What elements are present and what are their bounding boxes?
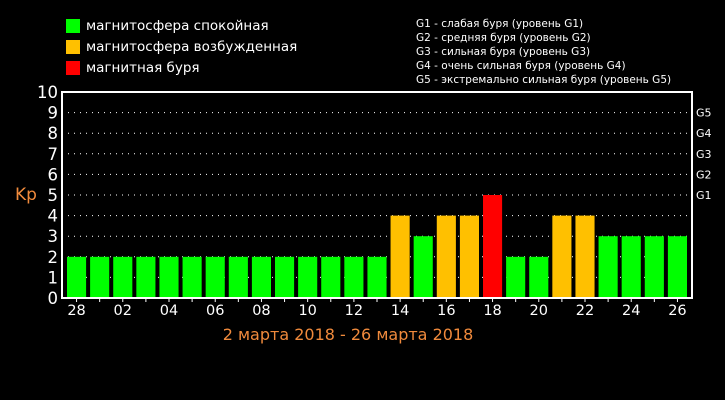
storm-level-g3: G3 - сильная буря (уровень G3) (416, 46, 591, 58)
x-tick-label: 08 (252, 303, 270, 319)
y-tick-label: 0 (48, 289, 59, 308)
storm-level-tick: G1 (696, 189, 712, 202)
storm-level-tick: G3 (696, 148, 712, 161)
bar (436, 215, 456, 298)
storm-level-legend: G1 - слабая буря (уровень G1) G2 - средн… (416, 17, 671, 87)
x-tick-label: 18 (483, 303, 501, 319)
x-tick-label: 02 (114, 303, 132, 319)
x-tick-label: 26 (668, 303, 686, 319)
bar (205, 256, 225, 298)
y-tick-label: 2 (48, 248, 59, 267)
y-axis-label: Kp (15, 185, 37, 205)
x-tick-label: 04 (160, 303, 178, 319)
bar (159, 256, 179, 298)
bar (621, 236, 641, 298)
bar (483, 195, 503, 298)
storm-level-g1: G1 - слабая буря (уровень G1) (416, 18, 584, 30)
x-tick-label: 20 (530, 303, 548, 319)
legend-label-storm: магнитная буря (86, 60, 200, 76)
axes (61, 91, 693, 302)
y-tick-label: 9 (48, 104, 59, 123)
bar (90, 256, 110, 298)
bar (598, 236, 618, 298)
legend-item-quiet: магнитосфера спокойная (66, 18, 269, 34)
y-tick-label: 7 (48, 145, 59, 164)
legend-swatch-active (66, 40, 80, 54)
x-tick-label: 12 (345, 303, 363, 319)
y-tick-label: 8 (48, 124, 59, 143)
storm-level-g2: G2 - средняя буря (уровень G2) (416, 32, 591, 44)
x-tick-label: 16 (437, 303, 455, 319)
x-tick-label: 06 (206, 303, 224, 319)
bar (367, 256, 387, 298)
bar (529, 256, 549, 298)
x-tick-label: 22 (576, 303, 594, 319)
storm-level-tick: G2 (696, 168, 712, 181)
bar (275, 256, 295, 298)
bar (136, 256, 156, 298)
bar (575, 215, 595, 298)
bar (344, 256, 364, 298)
bar (67, 256, 87, 298)
y-tick-label: 3 (48, 227, 59, 246)
bar (113, 256, 133, 298)
y-tick-label: 5 (48, 186, 59, 205)
x-tick-labels: 28 02 04 06 08 10 12 14 16 18 20 22 24 26 (67, 303, 686, 319)
grid-lines (62, 91, 692, 278)
bar (667, 236, 687, 298)
storm-level-tick: G4 (696, 127, 712, 140)
x-tick-label: 28 (67, 303, 85, 319)
y-tick-label: 10 (37, 83, 58, 102)
x-tick-label: 14 (391, 303, 409, 319)
bar (321, 256, 341, 298)
bar (644, 236, 664, 298)
storm-level-g5: G5 - экстремально сильная буря (уровень … (416, 74, 672, 86)
storm-level-tick: G5 (696, 107, 712, 120)
y-tick-label: 1 (48, 268, 59, 287)
bar (552, 215, 572, 298)
storm-level-g4: G4 - очень сильная буря (уровень G4) (416, 60, 626, 72)
bar (506, 256, 526, 298)
y-tick-label: 6 (48, 165, 59, 184)
bar (459, 215, 479, 298)
legend-item-active: магнитосфера возбужденная (66, 39, 297, 55)
x-axis-label: 2 марта 2018 - 26 марта 2018 (223, 325, 474, 344)
y-tick-label: 4 (48, 207, 59, 226)
bar (413, 236, 433, 298)
bar (228, 256, 248, 298)
bar (251, 256, 271, 298)
legend-label-quiet: магнитосфера спокойная (86, 18, 269, 34)
legend-swatch-quiet (66, 19, 80, 33)
legend-label-active: магнитосфера возбужденная (86, 39, 298, 55)
y-tick-labels: 0 12 34 5 67 89 10 (37, 83, 58, 308)
x-tick-label: 24 (622, 303, 640, 319)
bars-group (67, 195, 687, 298)
storm-level-ticks: G1 G2 G3 G4 G5 (696, 107, 712, 202)
bar (182, 256, 202, 298)
legend-swatch-storm (66, 61, 80, 75)
bar (298, 256, 318, 298)
bar (390, 215, 410, 298)
x-tick-label: 10 (298, 303, 316, 319)
legend-item-storm: магнитная буря (66, 60, 200, 76)
